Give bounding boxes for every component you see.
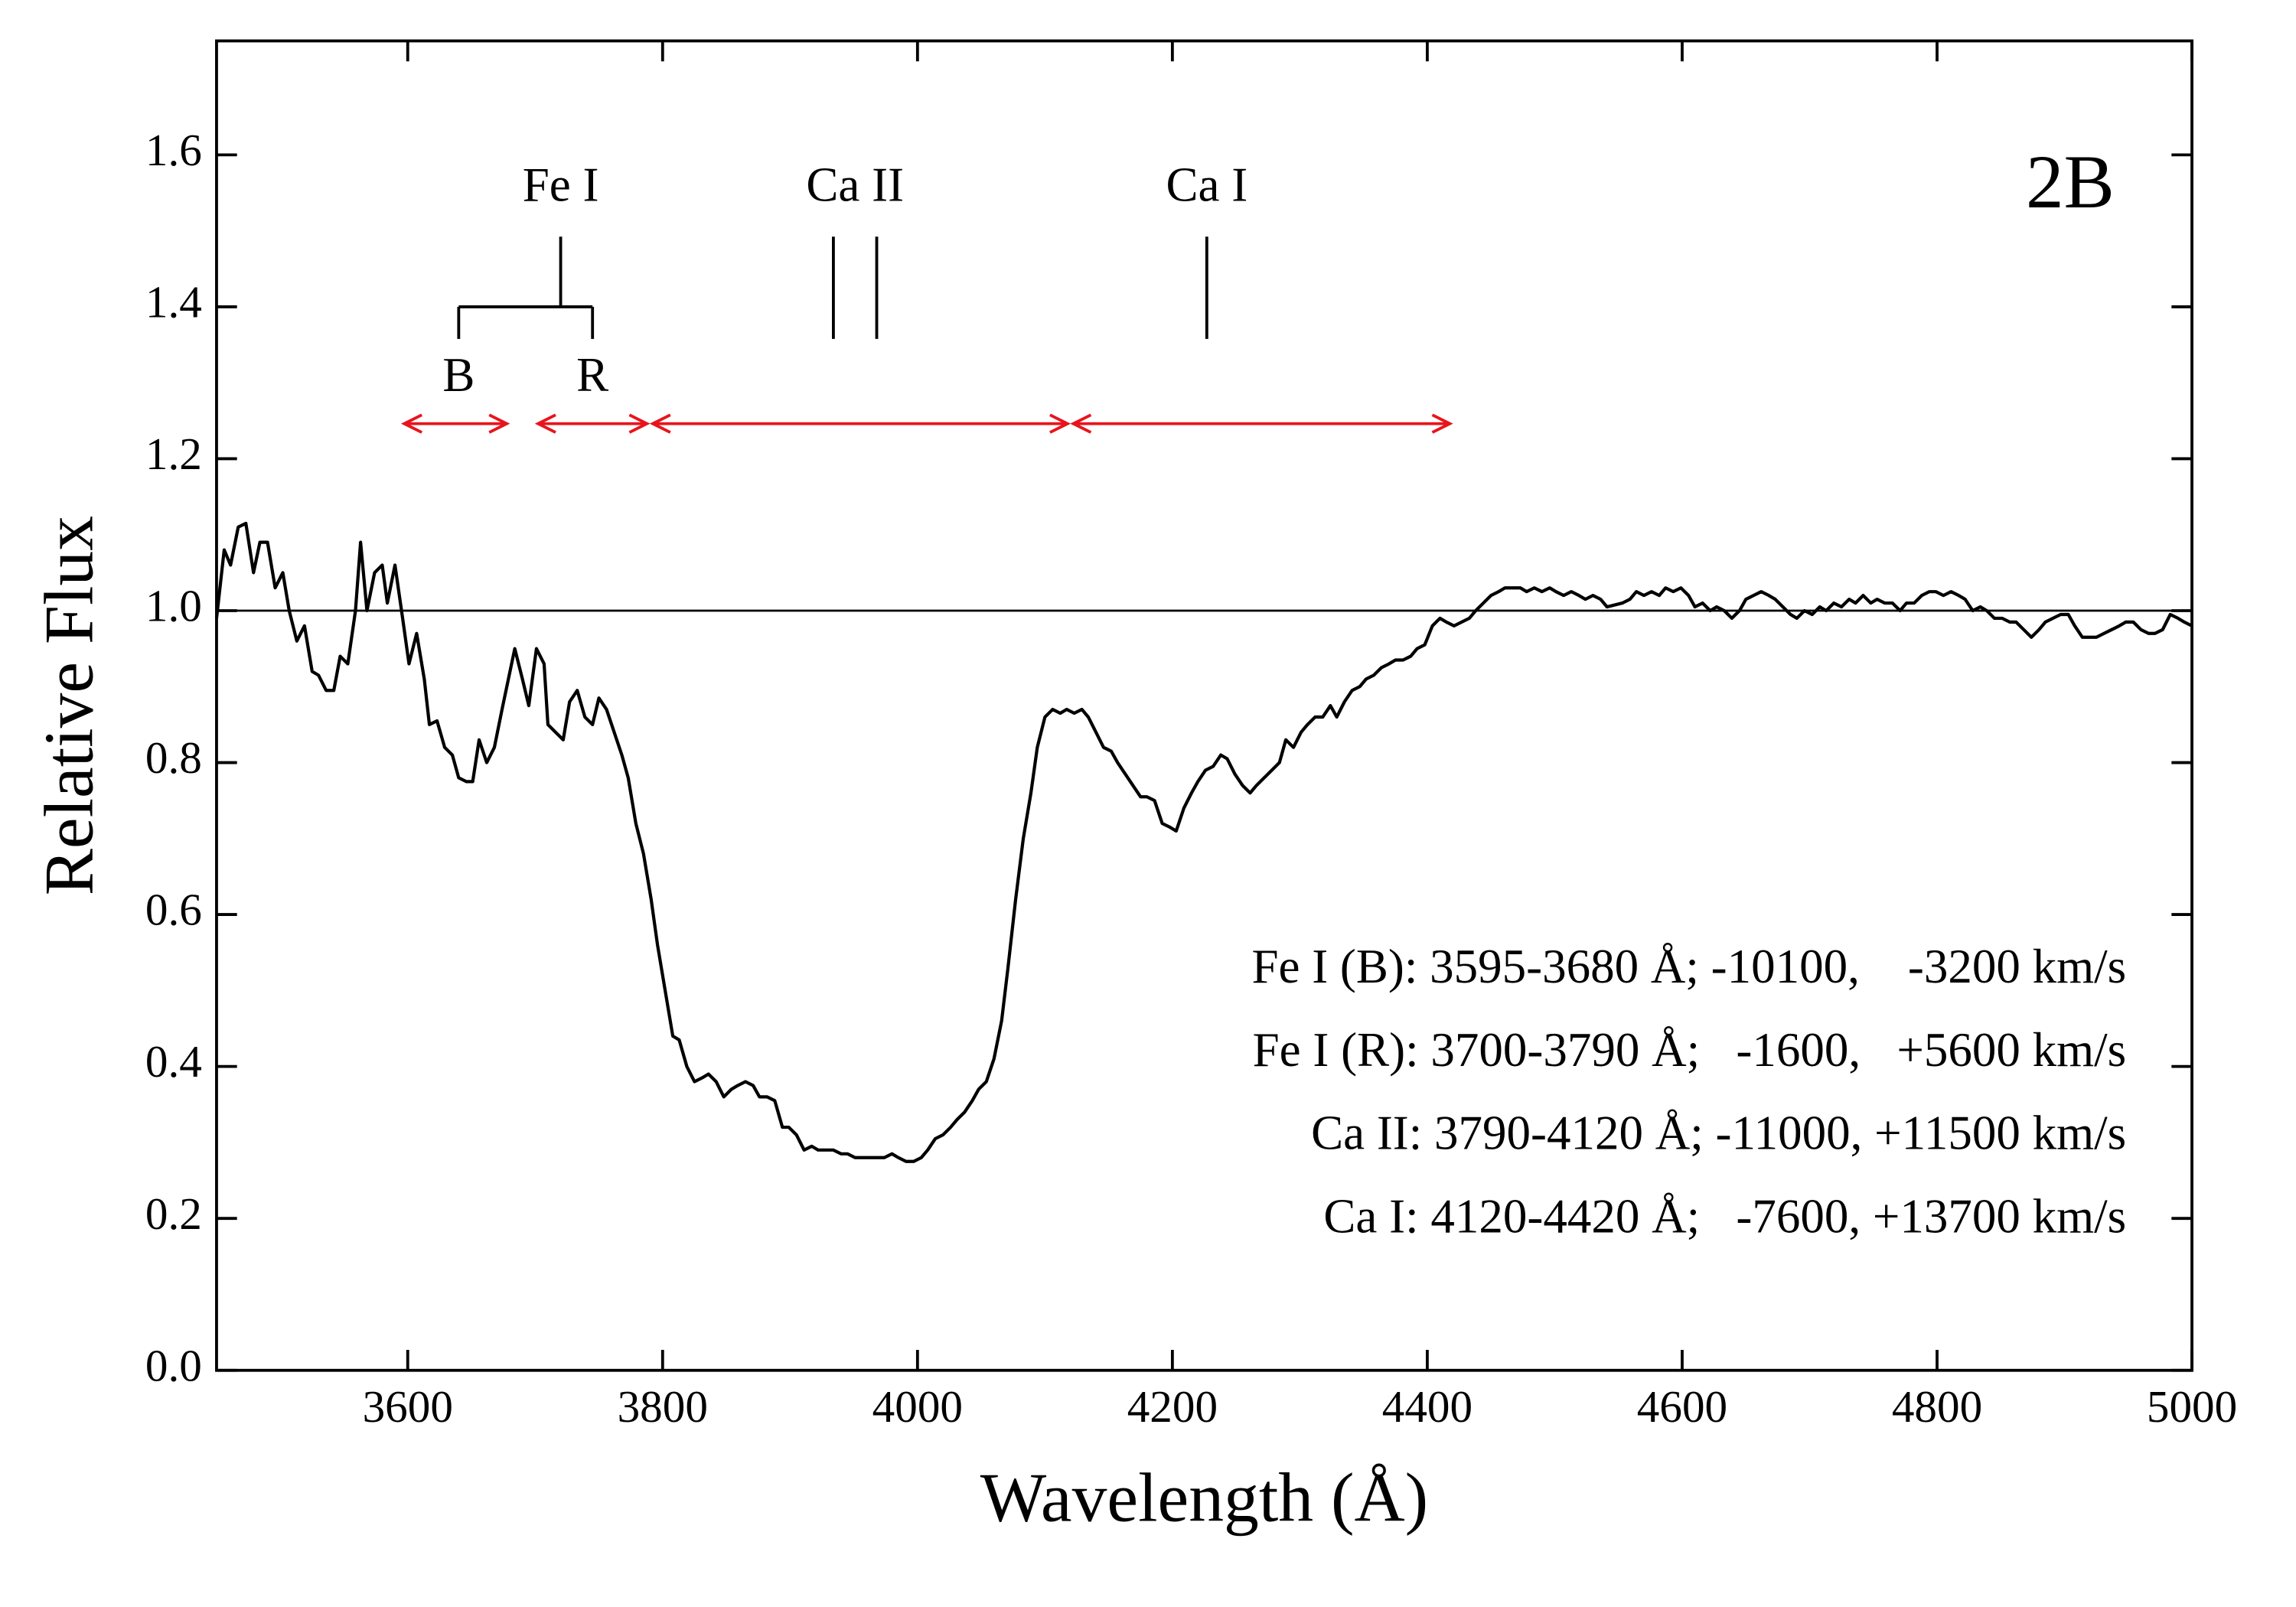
y-tick-label: 0.4 [145,1036,202,1087]
x-tick-label: 4800 [1892,1381,1982,1432]
x-tick-label: 4400 [1382,1381,1473,1432]
range-arrow [400,413,510,434]
y-tick-label: 0.2 [145,1188,202,1239]
y-tick-label: 1.6 [145,125,202,175]
line-id-label: Ca II [806,158,904,212]
x-tick-label: 5000 [2147,1381,2237,1432]
x-axis-label: Wavelength (Å) [980,1458,1428,1536]
y-tick-label: 1.4 [145,276,202,327]
panel-label: 2B [2026,141,2115,224]
y-axis-label: Relative Flux [30,516,108,895]
x-tick-label: 4000 [872,1381,963,1432]
annotation: Fe I (R): 3700-3790 Å; -1600, +5600 km/s [1253,1023,2126,1077]
x-tick-label: 3800 [618,1381,708,1432]
x-tick-label: 4200 [1127,1381,1218,1432]
range-arrow [1070,413,1453,434]
spectrum-line [214,521,2193,1163]
y-tick-label: 1.0 [145,581,202,631]
line-id-label: Fe I [523,158,599,212]
plot-frame [215,39,2193,1372]
annotation: Fe I (B): 3595-3680 Å; -10100, -3200 km/… [1251,940,2126,993]
component-label: B [442,348,475,402]
range-arrow [534,413,651,434]
line-id-label: Ca I [1166,158,1247,212]
x-tick-label: 4600 [1637,1381,1727,1432]
range-arrow [649,413,1071,434]
annotation: Ca I: 4120-4420 Å; -7600, +13700 km/s [1323,1189,2126,1243]
annotation: Ca II: 3790-4120 Å; -11000, +11500 km/s [1311,1107,2126,1160]
y-tick-label: 0.0 [145,1340,202,1390]
y-tick-label: 1.2 [145,429,202,479]
component-label: R [576,348,608,402]
y-tick-label: 0.8 [145,732,202,783]
x-tick-label: 3600 [363,1381,453,1432]
y-tick-label: 0.6 [145,885,202,935]
